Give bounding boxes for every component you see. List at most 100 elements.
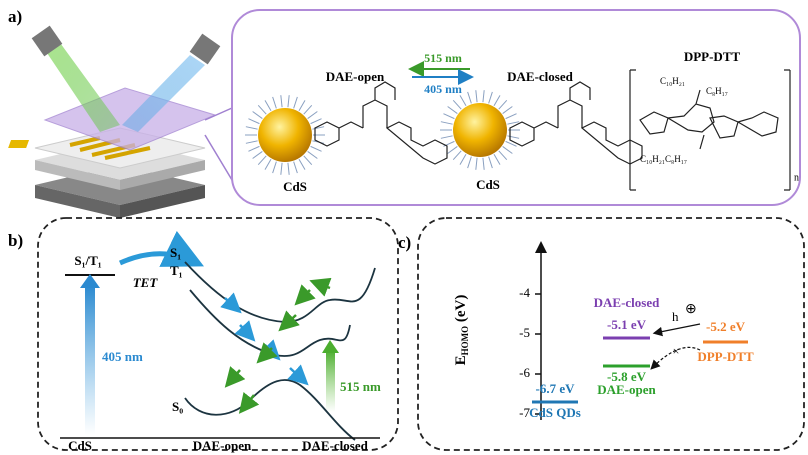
ligand (293, 161, 298, 174)
ligand (475, 90, 478, 103)
ligand (312, 126, 325, 130)
ligand (507, 135, 520, 139)
panel-frame (417, 217, 805, 451)
panel-label: b) (8, 231, 23, 250)
ligand (264, 158, 272, 170)
ligand (272, 96, 277, 109)
ligand (248, 145, 260, 152)
ligand (452, 150, 462, 161)
ligand (440, 121, 453, 125)
ligand (307, 151, 318, 159)
y-axis-label-main: E (453, 355, 469, 365)
ligand (307, 111, 318, 119)
y-tick-label: -4 (519, 285, 530, 300)
ligand (298, 100, 306, 112)
panel-label: a) (8, 7, 22, 26)
molecule-label: DAE-closed (507, 69, 573, 84)
wavelength-label: 515 nm (424, 51, 462, 65)
level-value-label: -5.8 eV (607, 369, 647, 384)
relaxation-arrows (220, 277, 332, 414)
wavelength-label: 405 nm (102, 349, 143, 364)
ligand (505, 140, 517, 147)
y-axis-label-unit: (eV) (453, 295, 469, 326)
chain-label: C₁₀H₂₁C₈H₁₇ (640, 154, 687, 164)
ligand (310, 118, 322, 125)
ligand (298, 158, 306, 170)
ligand (488, 156, 493, 169)
ligand (493, 95, 501, 107)
ligand (498, 99, 508, 110)
ligand (303, 104, 313, 115)
level-value-label: -5.2 eV (706, 319, 746, 334)
arrow-head (322, 340, 339, 353)
state-label: T₁ (170, 263, 183, 278)
ligand (303, 155, 313, 166)
x-label: DAE-open (193, 438, 252, 453)
qd-label: CdS (283, 179, 307, 194)
ligand (257, 104, 267, 115)
panel-frame (37, 217, 399, 451)
ligand (447, 106, 458, 114)
ligand (310, 145, 322, 152)
ligand (293, 96, 298, 109)
molecule-label: DPP-DTT (684, 49, 741, 64)
x-label: DAE-closed (302, 438, 368, 453)
blocked-mark: × (673, 344, 680, 358)
level-value-label: -5.1 eV (607, 317, 647, 332)
ligand (280, 95, 283, 108)
blocked-arrow (650, 346, 701, 370)
excitation-arrow (326, 350, 335, 412)
ligand (245, 126, 258, 130)
ligand (459, 153, 467, 165)
y-axis-label-sub: HOMO (460, 326, 470, 356)
ligand (493, 153, 501, 165)
hole-sign: ⊕ (685, 302, 697, 317)
ligand (252, 151, 263, 159)
level-name: DPP-DTT (697, 349, 754, 364)
ligand (252, 111, 263, 119)
ligand (287, 162, 290, 175)
quantum-dots (245, 90, 520, 175)
ligand (440, 135, 453, 139)
transfer-arrow (652, 323, 701, 337)
ligand (467, 91, 472, 104)
tet-label: TET (133, 275, 159, 290)
ligand (467, 156, 472, 169)
ligand (443, 113, 455, 120)
ligand (459, 95, 467, 107)
quantum-dot (453, 103, 507, 157)
level-name: DAE-closed (594, 295, 660, 310)
level-name: DAE-open (597, 382, 656, 397)
ligand (447, 146, 458, 154)
molecule-frame (231, 9, 801, 206)
ligand (488, 91, 493, 104)
y-tick-label: -7 (519, 405, 530, 420)
ligand (507, 121, 520, 125)
molecule-label: DAE-open (326, 69, 385, 84)
y-tick-label: -6 (519, 365, 530, 380)
chain-label: C₁₀H₂₁ (660, 76, 685, 86)
y-tick-label: -5 (519, 325, 530, 340)
ligand (502, 106, 513, 114)
ligand (482, 157, 485, 170)
x-label: CdS (68, 438, 92, 453)
molecule-structures (314, 69, 791, 191)
ligand (452, 99, 462, 110)
arrow-head (80, 274, 100, 288)
state-label: S₁/T₁ (74, 253, 101, 268)
ligand (280, 162, 283, 175)
ligand (245, 140, 258, 144)
state-label: S₀ (172, 399, 183, 414)
hole-label: h (672, 309, 679, 324)
repeat-label: n (794, 172, 799, 183)
device-illustration (8, 25, 233, 218)
ligand (502, 146, 513, 154)
ligand (272, 161, 277, 174)
ligand (475, 157, 478, 170)
tet-arrow (118, 230, 204, 267)
potential-curves (184, 261, 376, 441)
ligand (482, 90, 485, 103)
quantum-dot (258, 108, 312, 162)
ligand (505, 113, 517, 120)
